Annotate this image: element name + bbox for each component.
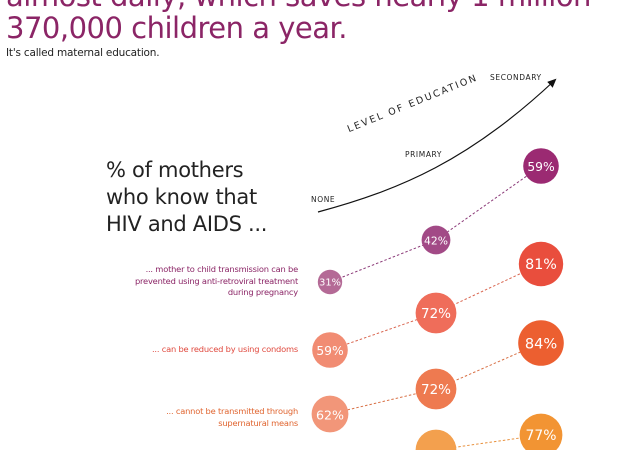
statement-line: supernatural means xyxy=(218,417,298,428)
bubble-value-label: 77% xyxy=(526,428,557,444)
statement-condoms: ... can be reduced by using condoms xyxy=(98,344,298,356)
data-bubble xyxy=(312,332,348,368)
data-bubble xyxy=(311,395,349,433)
data-bubble xyxy=(415,429,457,450)
question-line-2: who know that xyxy=(106,185,257,209)
data-bubble xyxy=(415,368,457,410)
data-bubble xyxy=(519,413,563,450)
bubble-value-label: 59% xyxy=(527,160,554,174)
statement-line: ... can be reduced by using condoms xyxy=(151,344,298,354)
data-bubble xyxy=(317,269,343,295)
statement-line: ... cannot be transmitted through xyxy=(166,406,298,416)
education-axis-arrow xyxy=(317,78,557,213)
question-line-1: % of mothers xyxy=(106,158,244,182)
bubble-value-label: 42% xyxy=(424,235,448,248)
bubble-value-label: 31% xyxy=(319,278,341,289)
axis-level-secondary: SECONDARY xyxy=(490,73,542,82)
question-text: % of mothers who know that HIV and AIDS … xyxy=(106,157,267,238)
statement-line: during pregnancy xyxy=(227,287,298,297)
connector-line xyxy=(329,239,437,283)
axis-level-primary: PRIMARY xyxy=(405,150,443,159)
data-bubble xyxy=(518,241,564,287)
data-bubble xyxy=(415,292,457,334)
connector-line xyxy=(435,165,542,241)
data-bubble xyxy=(518,320,564,366)
statement-line: ... mother to child transmission can be xyxy=(145,264,299,274)
connector-line xyxy=(329,312,437,351)
bubble-value-label: 72% xyxy=(421,382,451,398)
statement-line: prevented using anti-retroviral treatmen… xyxy=(134,275,298,286)
bubble-value-label: 81% xyxy=(525,257,557,273)
statement-anti-retroviral: ... mother to child transmission can be … xyxy=(98,264,298,299)
bubble-value-label: 72% xyxy=(421,306,451,322)
bubble-value-label: 62% xyxy=(316,408,344,423)
bubble-value-label: 59% xyxy=(316,344,343,358)
axis-level-none: NONE xyxy=(311,195,336,204)
statement-supernatural: ... cannot be transmitted through supern… xyxy=(98,406,298,429)
bubble-value-label: 84% xyxy=(525,336,558,353)
subtitle: It's called maternal education. xyxy=(6,47,160,59)
question-line-3: HIV and AIDS ... xyxy=(106,212,268,236)
data-bubble xyxy=(523,148,559,184)
headline-line-2: 370,000 children a year. xyxy=(6,11,347,45)
headline-line-1: almost daily, which saves nearly 1 milli… xyxy=(6,0,591,11)
data-bubble xyxy=(421,225,451,255)
